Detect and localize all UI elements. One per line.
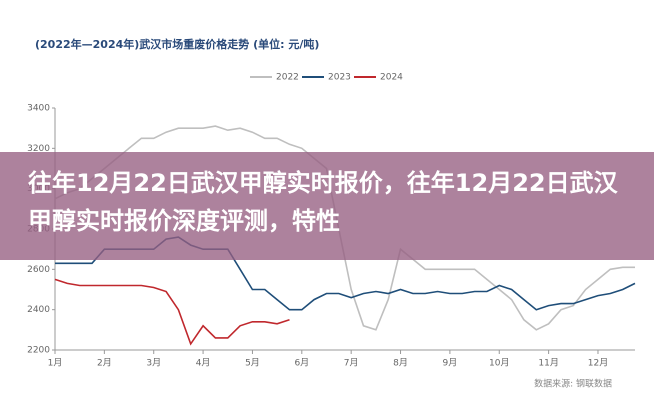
x-tick-label: 4月 [196, 358, 211, 369]
y-tick-label: 3400 [27, 104, 50, 114]
legend-label: 2024 [380, 73, 403, 83]
x-tick-label: 9月 [443, 358, 458, 369]
chart-title: (2022年—2024年)武汉市场重废价格走势 (单位: 元/吨) [35, 37, 319, 51]
y-tick-label: 2400 [27, 305, 50, 315]
x-tick-label: 11月 [538, 358, 558, 369]
x-tick-label: 1月 [48, 358, 63, 369]
x-tick-label: 2月 [97, 358, 112, 369]
y-tick-label: 3200 [27, 144, 50, 154]
x-tick-label: 3月 [146, 358, 161, 369]
x-tick-label: 7月 [344, 358, 359, 369]
x-tick-label: 5月 [245, 358, 260, 369]
source-note: 数据来源: 钢联数据 [534, 378, 612, 390]
y-tick-label: 2600 [27, 265, 50, 275]
legend-label: 2023 [328, 73, 351, 83]
series-line [54, 278, 290, 346]
y-tick-label: 2200 [27, 346, 50, 356]
x-tick-label: 6月 [294, 358, 309, 369]
x-tick-label: 8月 [393, 358, 408, 369]
legend-label: 2022 [276, 73, 299, 83]
x-tick-label: 10月 [489, 358, 509, 369]
overlay-title: 往年12月22日武汉甲醇实时报价，往年12月22日武汉甲醇实时报价深度评测，特性 [0, 152, 654, 260]
x-tick-label: 12月 [588, 358, 608, 369]
